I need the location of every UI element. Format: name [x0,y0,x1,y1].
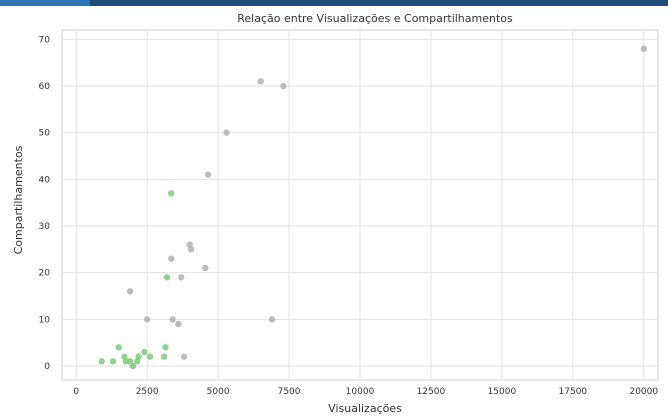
y-tick-label: 20 [39,269,51,279]
data-point [175,320,182,328]
data-point [146,353,154,360]
data-point [180,353,188,360]
data-point [187,246,195,253]
data-point [126,288,134,295]
chart-title: Relação entre Visualizações e Compartilh… [237,12,513,25]
top-bar [0,0,668,6]
x-tick-label: 20000 [629,387,658,397]
x-tick-label: 7500 [278,387,301,397]
x-tick-label: 17500 [559,387,588,397]
data-point [109,358,117,365]
data-point [202,264,209,272]
data-point [163,274,171,281]
y-axis-label: Compartilhamentos [12,145,25,254]
data-point [115,344,122,351]
data-point [98,358,105,365]
data-point [640,45,648,52]
data-point [204,171,212,178]
data-point [168,255,175,262]
data-point [178,274,185,281]
data-point [143,316,151,323]
x-tick-label: 2500 [136,387,159,397]
data-point [280,82,287,90]
data-point [223,129,230,136]
x-tick-label: 15000 [488,387,517,397]
x-tick-label: 12500 [417,387,446,397]
data-points [98,45,648,370]
y-tick-label: 50 [39,129,51,139]
x-axis-ticks: 0 2500 5000 7500 10000 12500 15000 17500 20000 [73,387,658,397]
x-axis-label: Visualizações [328,402,402,415]
y-tick-label: 0 [44,362,50,372]
data-point [129,362,137,370]
data-point [141,348,148,356]
grid-lines [62,30,658,380]
x-tick-label: 10000 [346,387,375,397]
data-point [257,78,264,85]
y-axis-ticks: 0 10 20 30 40 50 60 70 [39,35,51,372]
x-tick-label: 5000 [207,387,230,397]
data-point [122,358,130,365]
y-tick-label: 30 [39,222,51,232]
y-tick-label: 40 [39,175,51,185]
y-tick-label: 70 [39,35,51,45]
y-tick-label: 10 [39,315,51,325]
top-bar-accent [0,0,90,6]
y-tick-label: 60 [39,82,51,92]
data-point [134,358,141,365]
data-point [168,190,175,197]
data-point [268,316,276,323]
x-tick-label: 0 [73,387,79,397]
data-point [160,353,168,360]
data-point [162,344,169,351]
data-point [169,316,176,323]
